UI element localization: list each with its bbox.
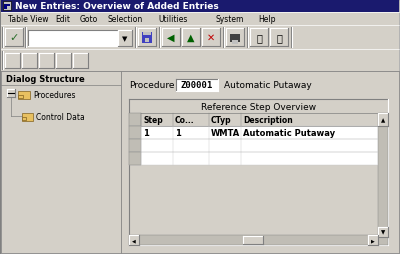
- Bar: [176, 80, 218, 92]
- Text: WMTA: WMTA: [211, 129, 240, 137]
- Bar: [1, 13, 399, 26]
- Text: ◀: ◀: [132, 237, 136, 243]
- Bar: [118, 31, 132, 47]
- Text: ▼: ▼: [122, 36, 128, 42]
- Bar: [1, 0, 399, 13]
- Bar: [250, 29, 268, 47]
- Bar: [202, 29, 220, 47]
- Bar: [138, 29, 156, 47]
- Bar: [270, 29, 288, 47]
- Bar: [129, 235, 378, 245]
- Text: Procedure: Procedure: [129, 81, 174, 90]
- Bar: [145, 39, 149, 43]
- Text: ✓: ✓: [9, 33, 19, 43]
- Bar: [142, 33, 152, 44]
- Bar: [378, 114, 388, 245]
- Bar: [4, 6, 7, 10]
- Text: Z00001: Z00001: [181, 81, 213, 90]
- Bar: [5, 54, 20, 69]
- Bar: [143, 33, 151, 36]
- Bar: [3, 2, 11, 11]
- Text: Automatic Putaway: Automatic Putaway: [243, 129, 335, 137]
- Bar: [129, 114, 378, 126]
- Bar: [129, 114, 141, 126]
- Bar: [1, 72, 121, 253]
- Bar: [129, 100, 388, 114]
- Text: ▶: ▶: [371, 237, 375, 243]
- Bar: [232, 41, 238, 45]
- Bar: [56, 54, 71, 69]
- Text: System: System: [215, 15, 243, 24]
- Text: ▲: ▲: [187, 33, 195, 43]
- Bar: [73, 54, 88, 69]
- Text: Dialog Structure: Dialog Structure: [6, 74, 85, 83]
- Bar: [22, 118, 26, 121]
- Text: Procedures: Procedures: [33, 91, 76, 100]
- Text: Step: Step: [143, 116, 163, 124]
- Bar: [182, 29, 200, 47]
- Text: Edit: Edit: [55, 15, 70, 24]
- Bar: [1, 50, 399, 72]
- Text: ◀: ◀: [167, 33, 175, 43]
- Text: Help: Help: [258, 15, 276, 24]
- Bar: [4, 5, 10, 7]
- Bar: [141, 152, 378, 165]
- Text: Selection: Selection: [108, 15, 143, 24]
- Text: ▲: ▲: [381, 118, 385, 122]
- Text: Description: Description: [243, 116, 293, 124]
- Bar: [129, 100, 388, 245]
- Bar: [18, 92, 30, 100]
- Text: 🔍: 🔍: [256, 33, 262, 43]
- Bar: [230, 35, 240, 43]
- Bar: [129, 126, 141, 139]
- Bar: [121, 72, 399, 253]
- Bar: [129, 235, 139, 245]
- Text: 1: 1: [175, 129, 181, 137]
- Text: ✕: ✕: [207, 33, 215, 43]
- Bar: [7, 90, 15, 98]
- Text: 🔍: 🔍: [276, 33, 282, 43]
- Bar: [129, 139, 141, 152]
- Bar: [378, 227, 388, 237]
- Text: Utilities: Utilities: [158, 15, 187, 24]
- Bar: [28, 31, 118, 47]
- Bar: [129, 152, 141, 165]
- Text: Control Data: Control Data: [36, 113, 85, 122]
- Text: ▼: ▼: [381, 230, 385, 235]
- Bar: [18, 96, 23, 99]
- Bar: [22, 54, 37, 69]
- Bar: [368, 235, 378, 245]
- Text: New Entries: Overview of Added Entries: New Entries: Overview of Added Entries: [15, 2, 219, 11]
- Bar: [22, 114, 33, 121]
- Bar: [1, 26, 399, 50]
- Text: Reference Step Overview: Reference Step Overview: [201, 102, 316, 111]
- Bar: [162, 29, 180, 47]
- Bar: [378, 114, 388, 126]
- Bar: [5, 29, 23, 47]
- Bar: [141, 126, 378, 139]
- Text: Co...: Co...: [175, 116, 195, 124]
- Text: CTyp: CTyp: [211, 116, 232, 124]
- Text: Goto: Goto: [80, 15, 98, 24]
- Text: Automatic Putaway: Automatic Putaway: [224, 81, 312, 90]
- Bar: [243, 236, 263, 244]
- Bar: [39, 54, 54, 69]
- Bar: [226, 29, 244, 47]
- Text: 1: 1: [143, 129, 149, 137]
- Text: Table View: Table View: [8, 15, 48, 24]
- Bar: [141, 139, 378, 152]
